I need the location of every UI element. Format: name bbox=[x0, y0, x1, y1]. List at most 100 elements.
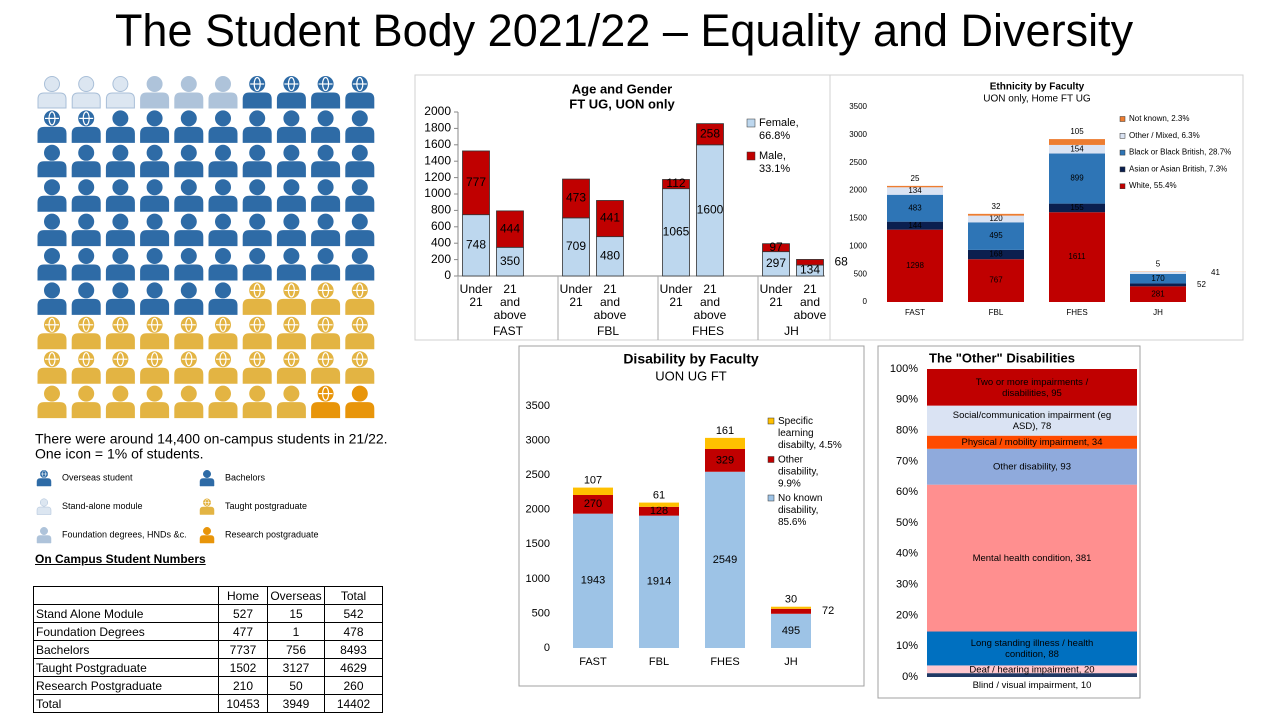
data-label: 25 bbox=[911, 174, 920, 183]
legend-label: Stand-alone module bbox=[62, 501, 143, 511]
y-tick-label: 600 bbox=[431, 219, 451, 233]
person-icon bbox=[208, 282, 238, 315]
icon-head bbox=[146, 385, 163, 402]
bar-segment bbox=[762, 251, 790, 277]
person-icon bbox=[71, 351, 101, 384]
person-icon bbox=[345, 248, 375, 281]
icon-body bbox=[345, 126, 375, 143]
icon-head bbox=[146, 248, 163, 264]
student-table: Home Overseas Total Stand Alone Module 527 15… bbox=[33, 586, 383, 713]
data-label: 1914 bbox=[647, 576, 671, 588]
icon-head bbox=[78, 385, 95, 402]
data-label: 155 bbox=[1070, 203, 1084, 212]
person-icon bbox=[311, 213, 341, 247]
icon-head bbox=[146, 76, 163, 92]
icon-head bbox=[317, 213, 334, 230]
icon-body bbox=[174, 161, 204, 178]
y-tick-label: 0% bbox=[902, 671, 918, 683]
table-cell: 4629 bbox=[324, 658, 383, 677]
segment-label: Physical / mobility impairment, 34 bbox=[962, 437, 1103, 448]
icon-head bbox=[44, 282, 60, 299]
icon-head bbox=[317, 248, 334, 264]
icon-head bbox=[317, 179, 334, 196]
icon-body bbox=[242, 161, 272, 178]
data-label: 709 bbox=[566, 239, 586, 253]
person-icon bbox=[242, 351, 272, 384]
icon-body bbox=[174, 195, 204, 212]
data-label: 748 bbox=[466, 238, 486, 252]
person-icon bbox=[276, 110, 306, 143]
person-icon bbox=[71, 248, 101, 281]
icon-head bbox=[215, 144, 231, 161]
chart-title: Age and Gender bbox=[572, 81, 672, 96]
bar-segment bbox=[1130, 286, 1186, 302]
table-cell: 1502 bbox=[218, 658, 268, 677]
bar-segment bbox=[887, 194, 943, 222]
legend-swatch bbox=[746, 151, 756, 161]
bar-segment bbox=[887, 187, 943, 195]
icon-body bbox=[276, 264, 306, 281]
icon-body bbox=[71, 92, 101, 109]
icon-head bbox=[112, 213, 129, 230]
icon-body bbox=[71, 161, 101, 178]
icon-head bbox=[112, 282, 129, 299]
bar-segment bbox=[462, 150, 490, 216]
person-icon bbox=[345, 144, 375, 178]
data-label: 97 bbox=[769, 240, 783, 254]
data-label: 128 bbox=[650, 505, 668, 517]
data-label: 297 bbox=[766, 256, 786, 270]
icon-body bbox=[208, 298, 238, 315]
bar-segment bbox=[596, 200, 624, 238]
data-label: 480 bbox=[600, 248, 620, 262]
data-label: 495 bbox=[782, 625, 800, 637]
chart-subtitle: FT UG, UON only bbox=[569, 96, 675, 111]
bar-segment bbox=[887, 221, 943, 230]
bar-segment bbox=[639, 502, 679, 507]
icon-body bbox=[71, 195, 101, 212]
bar-segment bbox=[1130, 283, 1186, 287]
icon-head bbox=[180, 248, 197, 264]
slide-title: The Student Body 2021/22 – Equality and … bbox=[115, 5, 1134, 56]
y-tick-label: 50% bbox=[896, 517, 918, 529]
legend-swatch bbox=[1119, 133, 1126, 139]
person-icon bbox=[71, 385, 101, 419]
legend-swatch bbox=[1119, 166, 1126, 173]
group-label: FHES bbox=[692, 324, 724, 338]
legend-label: Other disability, 9.9% bbox=[778, 454, 818, 489]
person-icon bbox=[174, 248, 204, 281]
y-tick-label: 1200 bbox=[424, 170, 451, 184]
person-icon bbox=[37, 144, 67, 178]
icon-head bbox=[283, 110, 300, 127]
person-icon bbox=[276, 179, 306, 212]
person-icon bbox=[208, 351, 238, 384]
table-cell: 3949 bbox=[267, 694, 325, 713]
person-icon bbox=[37, 282, 67, 315]
icon-body bbox=[276, 333, 306, 350]
y-tick-label: 2000 bbox=[526, 504, 550, 516]
y-tick-label: 400 bbox=[431, 235, 451, 249]
bar-segment bbox=[496, 210, 524, 248]
icon-body bbox=[199, 478, 215, 487]
x-tick-label: Under 21 bbox=[760, 282, 793, 309]
icon-head bbox=[215, 110, 231, 127]
icon-body bbox=[311, 367, 341, 384]
icon-body bbox=[311, 298, 341, 315]
data-label: 52 bbox=[1197, 280, 1206, 289]
person-icon bbox=[242, 316, 272, 350]
group-label: JH bbox=[784, 324, 799, 338]
legend-icon bbox=[36, 527, 52, 544]
icon-body bbox=[345, 402, 375, 419]
table-cell: Stand Alone Module bbox=[33, 604, 219, 623]
icon-body bbox=[276, 195, 306, 212]
icon-body bbox=[37, 126, 67, 143]
person-icon bbox=[174, 351, 204, 384]
icon-head bbox=[351, 110, 368, 127]
icon-head bbox=[112, 144, 129, 161]
data-label: 2549 bbox=[713, 554, 737, 566]
table-cell: 756 bbox=[267, 640, 325, 659]
legend-label: Foundation degrees, HNDs &c. bbox=[62, 529, 187, 539]
icon-body bbox=[105, 230, 135, 247]
y-tick-label: 70% bbox=[896, 455, 918, 467]
y-tick-label: 500 bbox=[854, 269, 868, 278]
